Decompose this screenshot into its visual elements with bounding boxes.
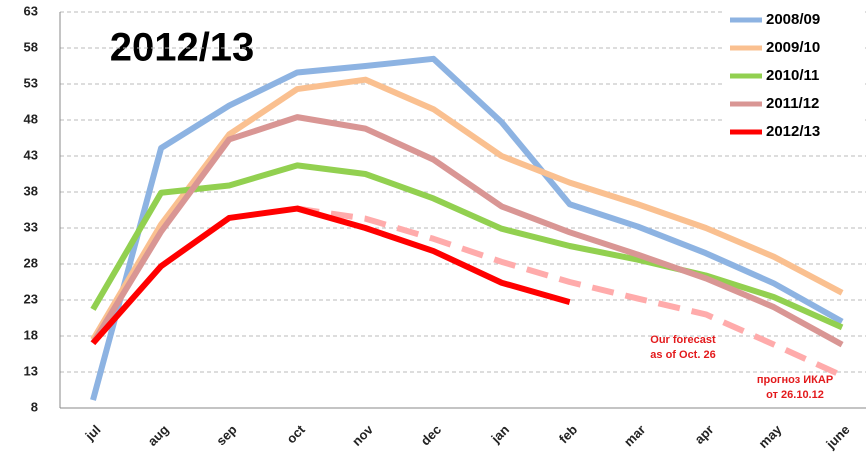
x-tick-label: dec bbox=[418, 422, 444, 448]
legend-label: 2011/12 bbox=[766, 95, 819, 112]
legend-label: 2012/13 bbox=[766, 123, 820, 140]
annotation: от 26.10.12 bbox=[766, 389, 824, 401]
y-tick-label: 63 bbox=[24, 3, 38, 18]
x-tick-label: jan bbox=[488, 422, 513, 447]
x-tick-label: feb bbox=[556, 422, 580, 446]
x-tick-label: nov bbox=[349, 421, 376, 448]
y-tick-label: 48 bbox=[24, 111, 38, 126]
series-line bbox=[90, 114, 844, 348]
y-tick-label: 53 bbox=[24, 75, 38, 90]
x-tick-label: may bbox=[756, 421, 786, 451]
series-line bbox=[90, 55, 844, 401]
y-tick-label: 43 bbox=[24, 147, 38, 162]
x-tick-label: aug bbox=[145, 422, 172, 449]
legend-label: 2009/10 bbox=[766, 39, 820, 56]
annotation: прогноз ИКАР bbox=[757, 374, 833, 386]
x-tick-label: mar bbox=[621, 422, 648, 449]
x-tick-label: apr bbox=[692, 422, 717, 447]
y-tick-label: 38 bbox=[24, 183, 38, 198]
annotation: Our forecast bbox=[650, 334, 716, 346]
legend-label: 2008/09 bbox=[766, 11, 820, 28]
y-tick-label: 58 bbox=[24, 39, 38, 54]
x-tick-label: june bbox=[822, 422, 852, 452]
y-tick-label: 23 bbox=[24, 291, 38, 306]
y-tick-label: 33 bbox=[24, 219, 38, 234]
annotation: as of Oct. 26 bbox=[650, 349, 715, 361]
y-tick-label: 28 bbox=[24, 255, 38, 270]
forecast-line bbox=[296, 205, 844, 379]
y-tick-label: 18 bbox=[24, 327, 38, 342]
series-line bbox=[90, 205, 571, 346]
x-tick-label: jul bbox=[82, 422, 104, 444]
x-tick-label: sep bbox=[213, 422, 239, 448]
series-line bbox=[90, 76, 844, 342]
legend-label: 2010/11 bbox=[766, 67, 819, 84]
x-tick-label: oct bbox=[283, 421, 308, 446]
series-line bbox=[90, 162, 844, 331]
y-tick-label: 8 bbox=[31, 399, 38, 414]
y-tick-label: 13 bbox=[24, 363, 38, 378]
